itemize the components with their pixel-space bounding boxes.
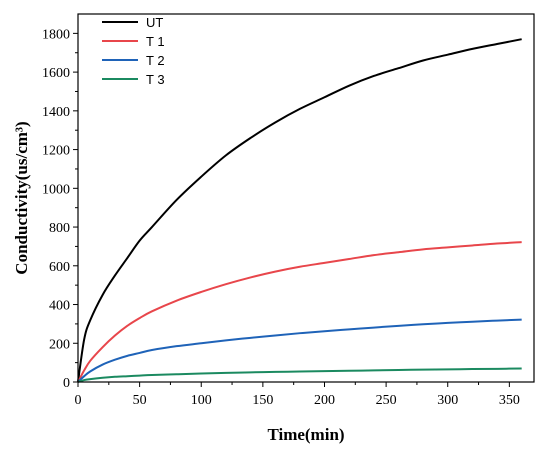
legend-label-t3: T 3 xyxy=(146,72,165,87)
plot-area xyxy=(77,38,522,383)
x-axis-title: Time(min) xyxy=(267,425,344,444)
y-tick-label: 1000 xyxy=(42,182,70,197)
series-line-t3 xyxy=(77,367,522,383)
x-tick-label: 150 xyxy=(252,393,273,408)
x-tick-label: 350 xyxy=(499,393,520,408)
y-tick-label: 400 xyxy=(49,299,70,314)
x-tick-label: 0 xyxy=(75,393,82,408)
y-tick-label: 1800 xyxy=(42,27,70,42)
series-line-ut xyxy=(77,38,522,383)
y-tick-label: 600 xyxy=(49,260,70,275)
legend-label-t2: T 2 xyxy=(146,53,165,68)
y-tick-label: 1400 xyxy=(42,105,70,120)
y-tick-label: 800 xyxy=(49,221,70,236)
legend-label-t1: T 1 xyxy=(146,34,165,49)
x-tick-label: 50 xyxy=(133,393,147,408)
series-line-t1 xyxy=(77,241,522,383)
x-tick-label: 100 xyxy=(191,393,212,408)
x-tick-label: 300 xyxy=(437,393,458,408)
legend-label-ut: UT xyxy=(146,15,163,30)
axes: 0 50 100 150 200 250 300 350 0 200 400 600 800 1000 12… xyxy=(42,13,535,408)
plot-frame xyxy=(77,13,535,383)
y-tick-label: 200 xyxy=(49,337,70,352)
y-tick-label: 1200 xyxy=(42,144,70,159)
legend: UT T 1 T 2 T 3 xyxy=(102,15,165,87)
series-line-t2 xyxy=(77,318,522,383)
y-axis-title: Conductivity(us/cm³) xyxy=(12,121,31,274)
x-tick-label: 200 xyxy=(314,393,335,408)
y-tick-label: 0 xyxy=(63,376,70,391)
y-tick-label: 1600 xyxy=(42,66,70,81)
x-tick-label: 250 xyxy=(376,393,397,408)
